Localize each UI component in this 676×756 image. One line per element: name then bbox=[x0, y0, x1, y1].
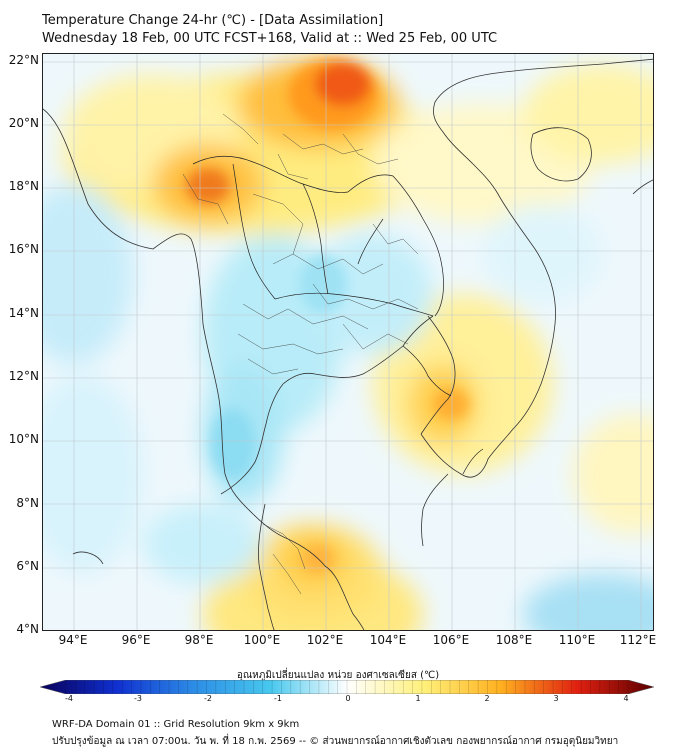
lat-label-10N: 10°N bbox=[8, 432, 39, 446]
colorbar-tick-3: 3 bbox=[553, 694, 559, 703]
temperature-field bbox=[43, 54, 653, 630]
lon-label-96E: 96°E bbox=[121, 633, 151, 647]
colorbar bbox=[40, 680, 654, 694]
footer-credit: ปรับปรุงข้อมูล ณ เวลา 07:00น. วัน พ. ที่… bbox=[52, 736, 619, 747]
colorbar-tick-0: 0 bbox=[345, 694, 351, 703]
lat-label-6N: 6°N bbox=[16, 559, 39, 573]
map-panel bbox=[42, 53, 654, 631]
province-boundaries bbox=[182, 113, 419, 595]
borders bbox=[192, 155, 484, 475]
lat-label-22N: 22°N bbox=[8, 53, 39, 67]
graticule bbox=[43, 54, 653, 630]
lon-label-100E: 100°E bbox=[243, 633, 281, 647]
lon-label-110E: 110°E bbox=[558, 633, 596, 647]
lat-label-8N: 8°N bbox=[16, 496, 39, 510]
lon-label-108E: 108°E bbox=[495, 633, 533, 647]
lat-label-18N: 18°N bbox=[8, 179, 39, 193]
colorbar-tick-1: 1 bbox=[415, 694, 421, 703]
lat-label-4N: 4°N bbox=[16, 622, 39, 636]
lon-label-94E: 94°E bbox=[58, 633, 88, 647]
footer-resolution: WRF-DA Domain 01 :: Grid Resolution 9km … bbox=[52, 719, 300, 730]
colorbar-tick--1: -1 bbox=[274, 694, 282, 703]
lon-label-112E: 112°E bbox=[619, 633, 657, 647]
lon-label-104E: 104°E bbox=[369, 633, 407, 647]
colorbar-tick-4: 4 bbox=[623, 694, 629, 703]
coastlines bbox=[43, 58, 653, 630]
chart-title: Temperature Change 24-hr (℃) - [Data Ass… bbox=[42, 12, 497, 48]
lon-label-98E: 98°E bbox=[184, 633, 214, 647]
lon-label-106E: 106°E bbox=[432, 633, 470, 647]
colorbar-tick-2: 2 bbox=[484, 694, 490, 703]
colorbar-title: อุณหภูมิเปลี่ยนแปลง หน่วย องศาเซลเซียส (… bbox=[236, 670, 440, 681]
lon-label-102E: 102°E bbox=[306, 633, 344, 647]
lat-label-16N: 16°N bbox=[8, 242, 39, 256]
lat-label-12N: 12°N bbox=[8, 369, 39, 383]
colorbar-tick--3: -3 bbox=[134, 694, 142, 703]
title-line-2: Wednesday 18 Feb, 00 UTC FCST+168, Valid… bbox=[42, 31, 498, 46]
lat-label-20N: 20°N bbox=[8, 116, 39, 130]
title-line-1: Temperature Change 24-hr (℃) - [Data Ass… bbox=[42, 13, 384, 28]
lat-label-14N: 14°N bbox=[8, 306, 39, 320]
colorbar-tick--2: -2 bbox=[204, 694, 212, 703]
colorbar-tick--4: -4 bbox=[65, 694, 73, 703]
